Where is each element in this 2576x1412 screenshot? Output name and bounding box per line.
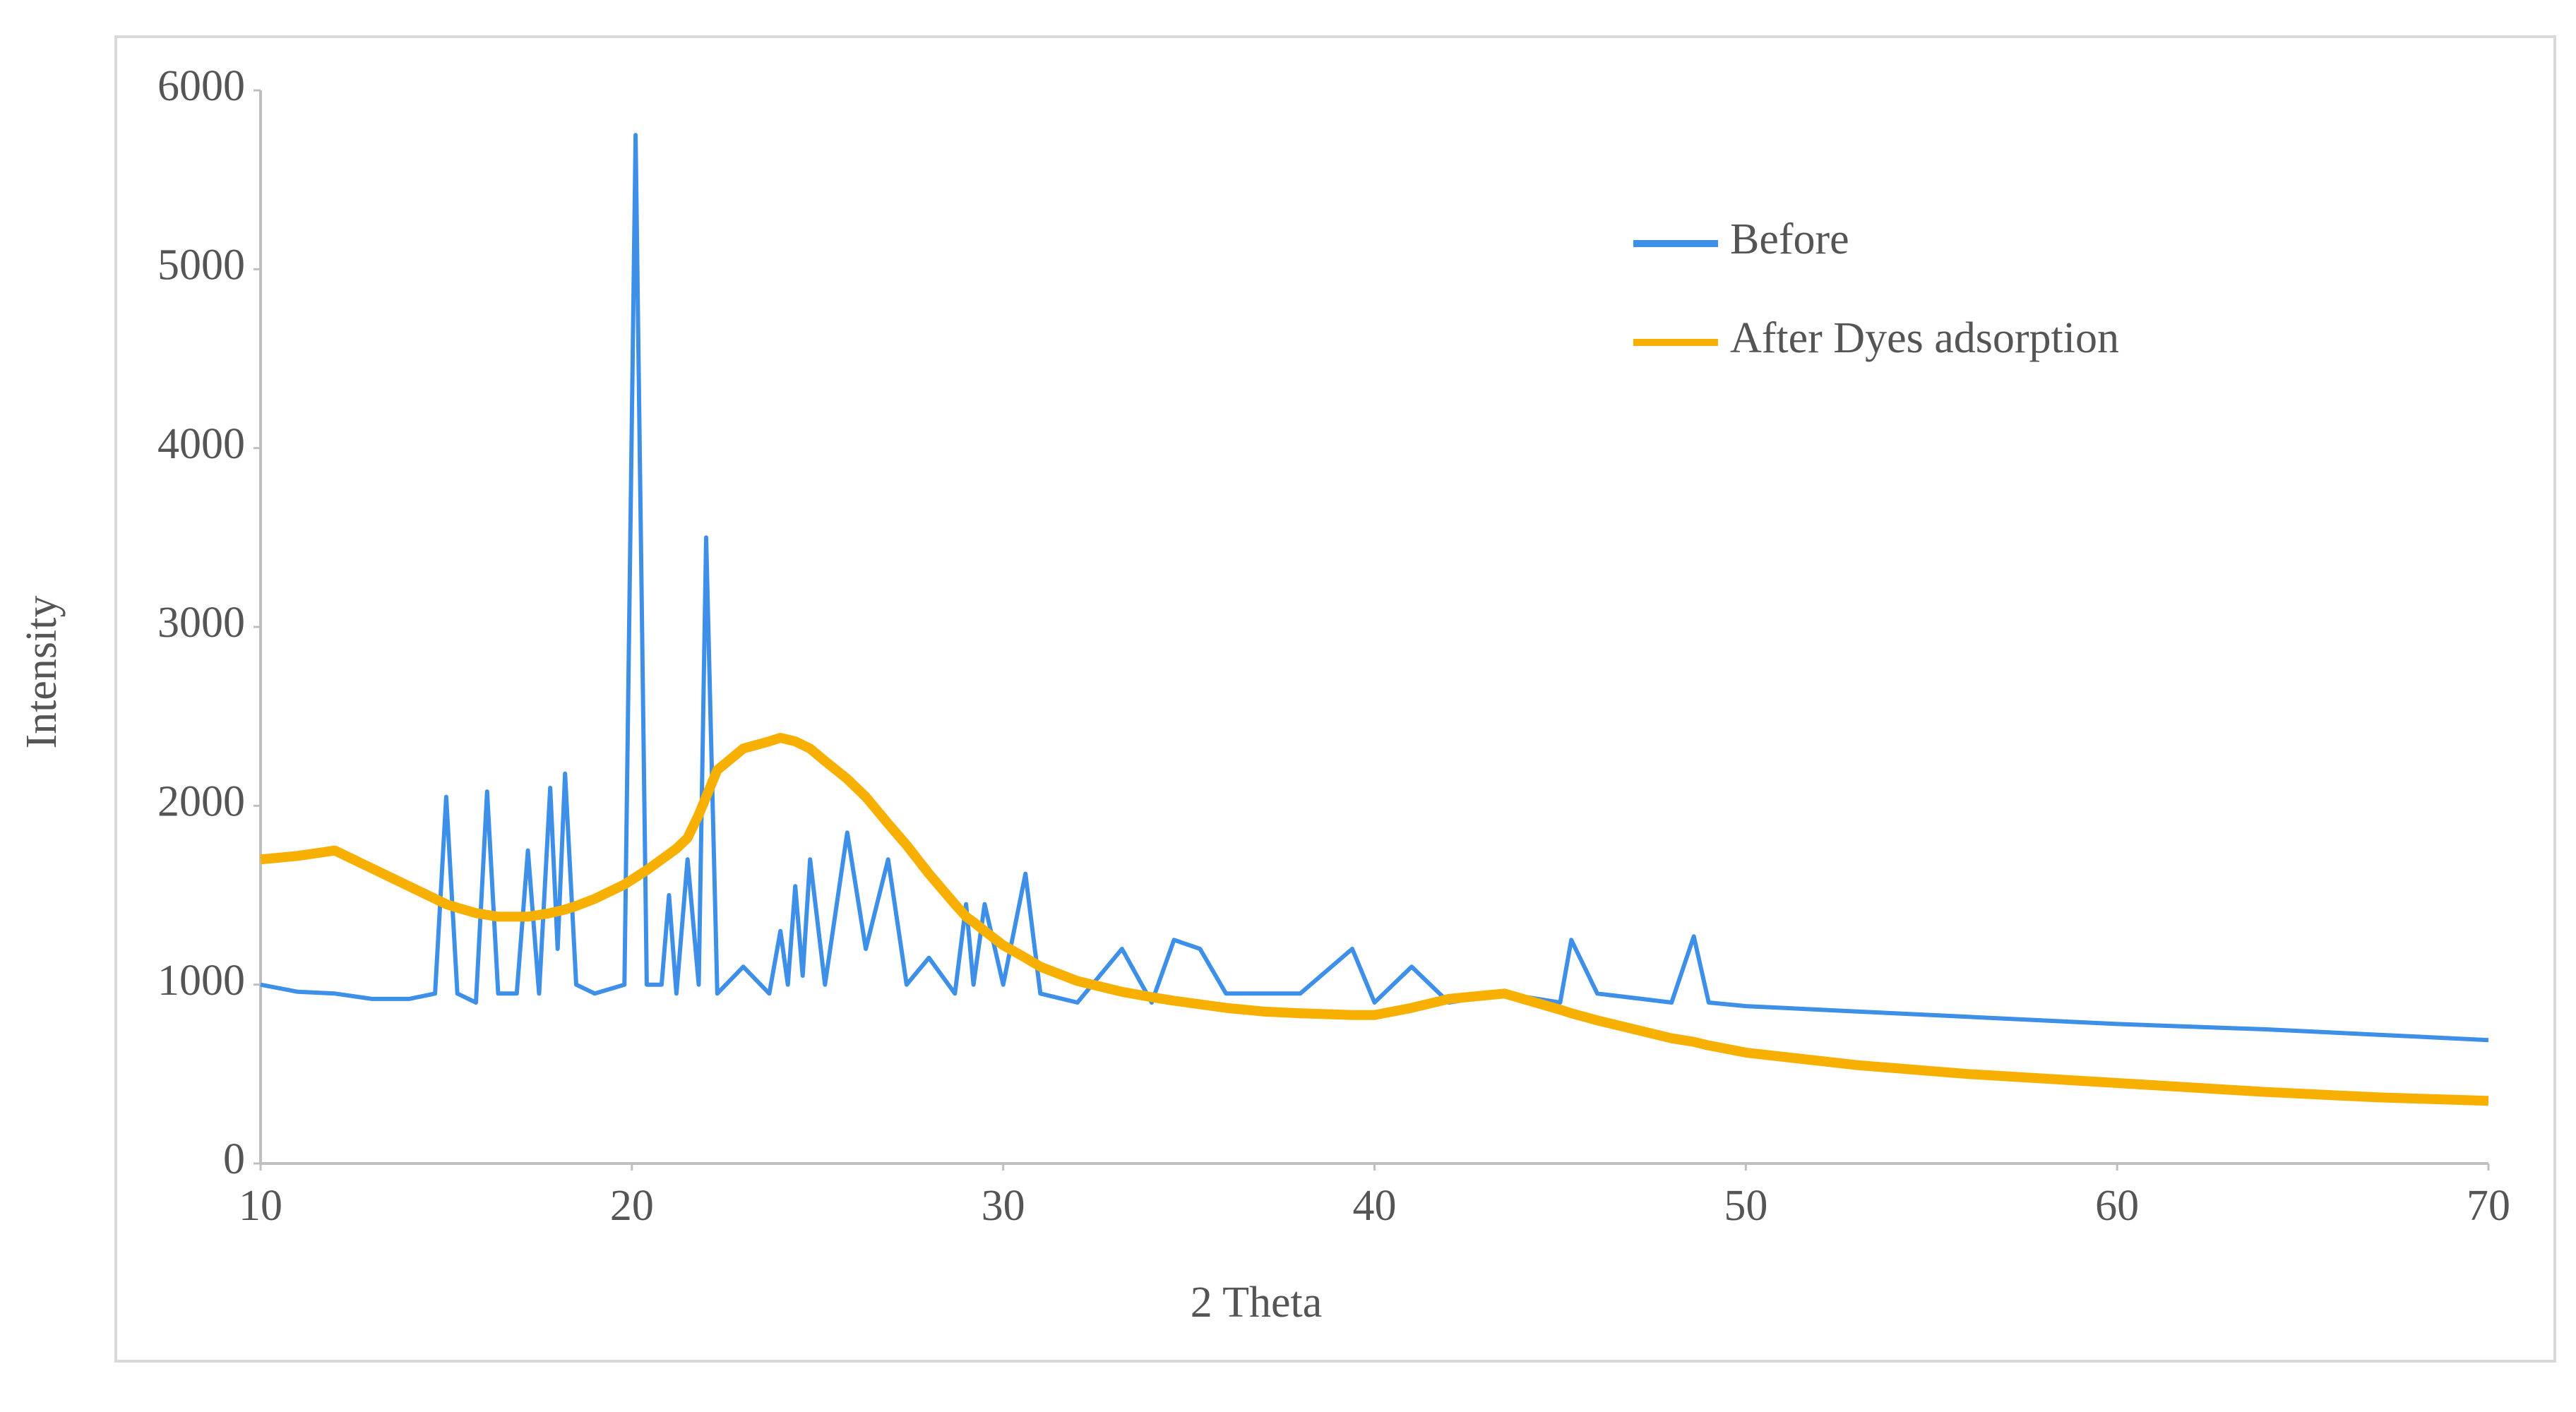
- y-tick-label: 2000: [157, 778, 245, 826]
- y-tick-label: 5000: [157, 241, 245, 289]
- x-tick-label: 30: [982, 1182, 1025, 1230]
- y-tick-label: 0: [223, 1135, 245, 1183]
- legend-label: After Dyes adsorption: [1730, 314, 2119, 362]
- x-axis-title: 2 Theta: [1191, 1279, 1323, 1327]
- chart-frame: [114, 35, 2556, 1363]
- x-tick-label: 50: [1724, 1182, 1767, 1230]
- x-tick-label: 10: [239, 1182, 282, 1230]
- x-tick-label: 20: [610, 1182, 654, 1230]
- y-tick-label: 1000: [157, 957, 245, 1005]
- series-line: [260, 733, 2489, 1106]
- y-tick-label: 3000: [157, 599, 245, 647]
- x-tick-label: 70: [2467, 1182, 2510, 1230]
- y-tick-label: 4000: [157, 420, 245, 468]
- y-tick-label: 6000: [157, 62, 245, 110]
- x-tick-label: 40: [1353, 1182, 1397, 1230]
- x-tick-label: 60: [2095, 1182, 2139, 1230]
- y-axis-title: Intensity: [18, 596, 66, 749]
- legend-label: Before: [1730, 215, 1849, 263]
